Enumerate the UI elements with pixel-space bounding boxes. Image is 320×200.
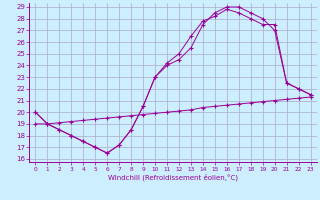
X-axis label: Windchill (Refroidissement éolien,°C): Windchill (Refroidissement éolien,°C) [108,173,238,181]
